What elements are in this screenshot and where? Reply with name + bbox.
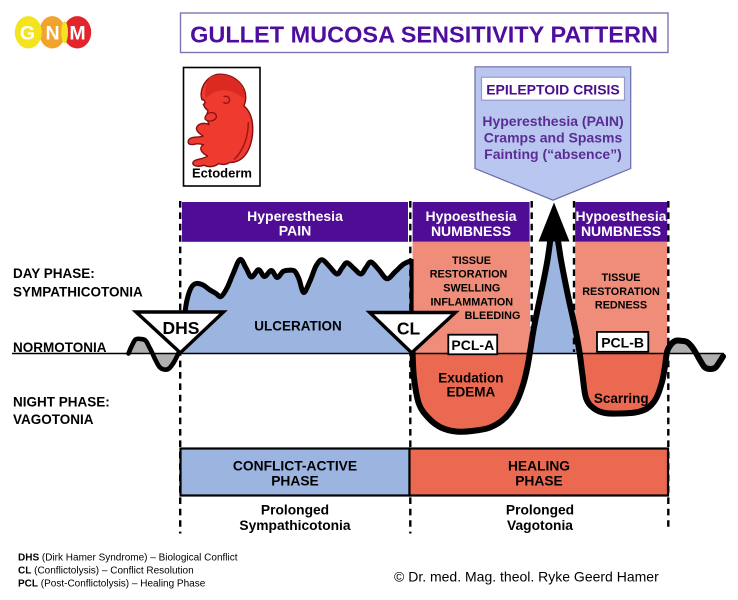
svg-text:CONFLICT-ACTIVE: CONFLICT-ACTIVE [233, 459, 357, 474]
svg-text:Hyperesthesia: Hyperesthesia [247, 208, 343, 224]
svg-text:TISSUE: TISSUE [452, 255, 491, 267]
svg-text:SWELLING: SWELLING [443, 283, 500, 295]
svg-text:REDNESS: REDNESS [595, 300, 647, 312]
svg-text:Prolonged: Prolonged [506, 503, 574, 518]
svg-text:Exudation: Exudation [438, 370, 503, 385]
svg-text:DHS (Dirk Hamer Syndrome) – Bi: DHS (Dirk Hamer Syndrome) – Biological C… [18, 553, 238, 564]
svg-text:Hypoesthesia: Hypoesthesia [575, 208, 666, 224]
svg-text:Fainting (“absence”): Fainting (“absence”) [484, 146, 622, 162]
svg-text:NIGHT PHASE:: NIGHT PHASE: [13, 395, 110, 410]
svg-text:NORMOTONIA: NORMOTONIA [13, 340, 107, 355]
svg-text:VAGOTONIA: VAGOTONIA [13, 412, 94, 427]
svg-text:NUMBNESS: NUMBNESS [431, 223, 511, 239]
svg-text:INFLAMMATION: INFLAMMATION [431, 296, 514, 308]
svg-text:G: G [20, 23, 35, 45]
svg-text:PHASE: PHASE [271, 474, 319, 489]
svg-text:Scarring: Scarring [594, 391, 649, 406]
svg-text:DHS: DHS [163, 318, 200, 338]
svg-text:M: M [69, 23, 85, 45]
svg-text:Hypoesthesia: Hypoesthesia [425, 208, 516, 224]
svg-text:Cramps and Spasms: Cramps and Spasms [484, 130, 623, 146]
svg-text:RESTORATION: RESTORATION [582, 286, 660, 298]
svg-text:Hyperesthesia (PAIN): Hyperesthesia (PAIN) [482, 113, 623, 129]
svg-text:EPILEPTOID CRISIS: EPILEPTOID CRISIS [486, 81, 620, 97]
svg-text:© Dr. med. Mag. theol. Ryke Ge: © Dr. med. Mag. theol. Ryke Geerd Hamer [394, 569, 659, 585]
svg-text:Ectoderm: Ectoderm [192, 166, 252, 181]
svg-text:PCL-A: PCL-A [451, 337, 494, 353]
svg-text:DAY PHASE:: DAY PHASE: [13, 266, 95, 281]
svg-text:TISSUE: TISSUE [602, 272, 641, 284]
svg-text:PAIN: PAIN [279, 223, 311, 239]
svg-text:Vagotonia: Vagotonia [507, 518, 573, 533]
svg-text:CL: CL [397, 319, 421, 339]
svg-text:SYMPATHICOTONIA: SYMPATHICOTONIA [13, 284, 143, 299]
svg-text:GULLET MUCOSA SENSITIVITY PATT: GULLET MUCOSA SENSITIVITY PATTERN [190, 22, 658, 48]
svg-text:NUMBNESS: NUMBNESS [581, 223, 661, 239]
svg-text:N: N [45, 23, 59, 45]
svg-text:CL (Conflictolysis) – Conflict: CL (Conflictolysis) – Conflict Resolutio… [18, 566, 194, 577]
svg-text:BLEEDING: BLEEDING [465, 310, 521, 322]
svg-text:PCL (Post-Conflictolysis) – He: PCL (Post-Conflictolysis) – Healing Phas… [18, 579, 206, 590]
svg-text:Sympathicotonia: Sympathicotonia [239, 518, 350, 533]
svg-text:ULCERATION: ULCERATION [254, 318, 342, 333]
svg-text:EDEMA: EDEMA [447, 385, 496, 400]
svg-text:PHASE: PHASE [515, 474, 563, 489]
svg-text:HEALING: HEALING [508, 459, 570, 474]
svg-text:Prolonged: Prolonged [261, 503, 329, 518]
svg-text:RESTORATION: RESTORATION [430, 269, 508, 281]
svg-text:PCL-B: PCL-B [601, 335, 644, 351]
